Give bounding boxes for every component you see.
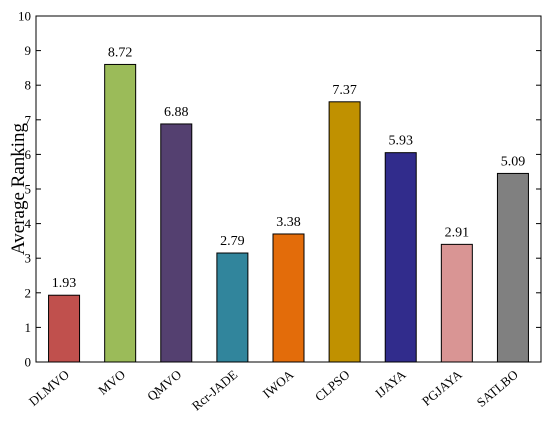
- y-tick-label: 7: [25, 112, 32, 127]
- x-tick-label: IJAYA: [372, 366, 409, 400]
- data-label: 6.88: [164, 105, 189, 120]
- y-tick-label: 5: [25, 182, 32, 197]
- data-label: 5.09: [501, 154, 526, 169]
- x-tick-label: IWOA: [260, 366, 297, 401]
- bar-pgjaya: [440, 243, 473, 363]
- x-tick-label: SATLBO: [474, 367, 521, 410]
- y-tick-label: 1: [25, 320, 32, 335]
- y-tick-label: 3: [25, 251, 32, 266]
- data-label: 2.79: [220, 234, 245, 249]
- x-axis: DLMVO MVO QMVO Rcr-JADE IWOA CLPSO IJAYA PGJAYA…: [26, 366, 521, 413]
- y-tick-label: 8: [25, 78, 32, 93]
- data-label: 3.38: [276, 215, 301, 230]
- data-labels: 1.93 8.72 6.88 2.79 3.38 7.37 5.93 2.91 5.09: [52, 45, 525, 291]
- y-tick-label: 2: [25, 285, 32, 300]
- bar-iwoa: [272, 233, 305, 363]
- data-label: 7.37: [332, 83, 357, 98]
- data-label: 5.93: [388, 134, 413, 149]
- y-axis-title: Average Ranking: [8, 122, 29, 255]
- y-tick-label: 10: [18, 9, 31, 24]
- bar-rcr-jade: [216, 252, 249, 363]
- y-tick-label: 4: [25, 216, 32, 231]
- data-label: 1.93: [52, 276, 77, 291]
- x-tick-label: PGJAYA: [419, 366, 465, 408]
- bar-clpso: [328, 101, 361, 363]
- bar-qmvo: [160, 123, 193, 363]
- x-tick-label: QMVO: [144, 367, 184, 404]
- y-tick-label: 0: [25, 355, 32, 370]
- y-axis: 0 1 2 3 4 5 6 7 8 9 10: [18, 9, 541, 370]
- x-tick-label: Rcr-JADE: [189, 367, 241, 414]
- data-label: 8.72: [108, 45, 133, 60]
- bar-ijaya: [384, 152, 417, 363]
- bar-mvo: [104, 63, 137, 363]
- y-tick-label: 6: [25, 147, 32, 162]
- x-tick-label: DLMVO: [26, 367, 72, 409]
- bar-satlbo: [496, 172, 529, 363]
- bars: [48, 63, 529, 363]
- y-tick-label: 9: [25, 43, 32, 58]
- x-tick-label: CLPSO: [312, 367, 353, 405]
- x-tick-label: MVO: [95, 367, 128, 398]
- data-label: 2.91: [445, 225, 470, 240]
- bar-dlmvo: [48, 294, 81, 363]
